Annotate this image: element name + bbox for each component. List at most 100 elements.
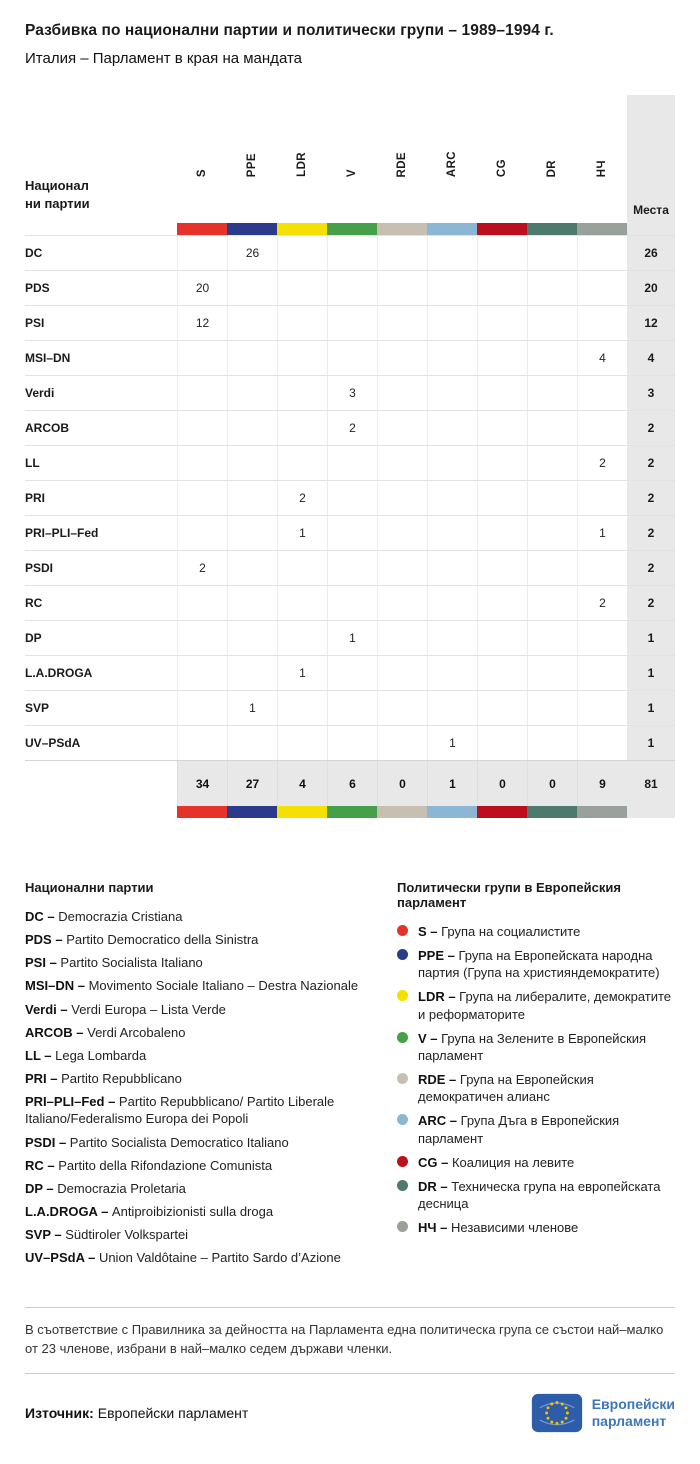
group-legend-text: LDR – Група на либералите, демократите и…: [418, 988, 675, 1022]
party-name: RC: [25, 596, 43, 610]
party-name: LL: [25, 456, 40, 470]
party-legend-item: PRI – Partito Repubblicano: [25, 1070, 381, 1087]
group-legend-item: PPE – Група на Европейската народна парт…: [397, 947, 675, 981]
cell-НЧ: 2: [577, 586, 627, 620]
group-description: Техническа група на европейската десница: [418, 1178, 661, 1212]
cell-CG: [477, 586, 527, 620]
group-legend-item: CG – Коалиция на левите: [397, 1154, 675, 1171]
party-code: PDS –: [25, 932, 67, 948]
cell-RDE: [377, 481, 427, 515]
cell-V: [327, 656, 377, 690]
group-description: Група на Европейската народна партия (Гр…: [418, 948, 660, 981]
cell-V: [327, 481, 377, 515]
group-color-dot: [397, 990, 408, 1002]
table-row: UV–PSdA 1 1: [25, 725, 675, 760]
group-legend-text: V – Група на Зелените в Европейския парл…: [418, 1030, 675, 1064]
group-color-strip-ARC: [427, 223, 477, 235]
group-column-header-НЧ: НЧ: [577, 95, 627, 223]
cell-ARC: [427, 656, 477, 690]
group-color-strip-НЧ: [577, 806, 627, 818]
party-legend-item: PRI–PLI–Fed – Partito Repubblicano/ Part…: [25, 1093, 381, 1127]
cell-ARC: [427, 516, 477, 550]
row-values: 20: [177, 271, 627, 305]
table-row: RC 2 2: [25, 585, 675, 620]
cell-PPE: [227, 271, 277, 305]
seats-column-header: Места: [627, 95, 675, 223]
group-column-label: DR: [546, 159, 558, 177]
cell-ARC: [427, 481, 477, 515]
cell-LDR: [277, 376, 327, 410]
eu-parliament-logo-text: Европейски парламент: [592, 1396, 675, 1430]
party-code: L.A.DROGA –: [25, 1204, 112, 1220]
group-column-header-S: S: [177, 95, 227, 223]
table-row: PRI–PLI–Fed 1 1 2: [25, 515, 675, 550]
party-legend-item: SVP – Südtiroler Volkspartei: [25, 1226, 381, 1243]
group-color-dot: [397, 949, 408, 961]
cell-PPE: [227, 516, 277, 550]
party-code: RC –: [25, 1157, 59, 1173]
party-legend-item: RC – Partito della Rifondazione Comunist…: [25, 1157, 381, 1174]
cell-DR: [527, 621, 577, 655]
totals-color-strips: [25, 806, 675, 818]
party-code: PSI –: [25, 955, 61, 971]
cell-CG: [477, 726, 527, 760]
cell-DR: [527, 376, 577, 410]
party-legend-item: ARCOB – Verdi Arcobaleno: [25, 1024, 381, 1041]
party-code: ARCOB –: [25, 1024, 88, 1040]
group-legend-text: CG – Коалиция на левите: [418, 1154, 574, 1171]
group-color-strip-НЧ: [577, 223, 627, 235]
cell-CG: [477, 481, 527, 515]
seats-value: 3: [627, 376, 675, 410]
total-LDR: 4: [277, 761, 327, 806]
cell-НЧ: 4: [577, 341, 627, 375]
party-name: PRI: [25, 491, 46, 505]
cell-S: [177, 236, 227, 270]
strip-spacer-bottom: [25, 806, 177, 818]
cell-ARC: [427, 306, 477, 340]
group-color-strip-CG: [477, 223, 527, 235]
totals-spacer: [25, 761, 177, 806]
cell-RDE: [377, 621, 427, 655]
cell-PPE: [227, 656, 277, 690]
cell-LDR: [277, 691, 327, 725]
group-color-dot: [397, 1114, 408, 1126]
table-row: DC 26 26: [25, 235, 675, 270]
group-color-dot: [397, 1221, 408, 1233]
cell-V: [327, 341, 377, 375]
cell-V: [327, 726, 377, 760]
cell-S: 2: [177, 551, 227, 585]
party-name: UV–PSdA: [25, 736, 81, 750]
cell-RDE: [377, 516, 427, 550]
table-header-row: Национални партии S PPE LDR V RDE ARC CG DR НЧ М…: [25, 95, 675, 223]
cell-НЧ: [577, 726, 627, 760]
party-code: DP –: [25, 1180, 58, 1196]
row-values: 2: [177, 411, 627, 445]
cell-LDR: [277, 586, 327, 620]
group-column-header-CG: CG: [477, 95, 527, 223]
group-column-label: LDR: [296, 152, 308, 177]
row-values: 2: [177, 481, 627, 515]
cell-НЧ: [577, 481, 627, 515]
cell-V: [327, 551, 377, 585]
row-values: 3: [177, 376, 627, 410]
seats-column-header-label: Места: [633, 203, 669, 217]
cell-DR: [527, 306, 577, 340]
cell-LDR: 1: [277, 516, 327, 550]
group-description: Коалиция на левите: [451, 1154, 575, 1170]
eu-parliament-logo: Европейски парламент: [531, 1392, 675, 1434]
cell-LDR: [277, 551, 327, 585]
group-color-strip-PPE: [227, 806, 277, 818]
cell-НЧ: [577, 376, 627, 410]
group-column-header-PPE: PPE: [227, 95, 277, 223]
cell-LDR: [277, 411, 327, 445]
cell-НЧ: [577, 621, 627, 655]
group-code: V –: [418, 1030, 442, 1046]
party-name: Verdi: [25, 386, 55, 400]
seats-value: 26: [627, 236, 675, 270]
cell-PPE: [227, 306, 277, 340]
seats-value: 2: [627, 411, 675, 445]
cell-LDR: 1: [277, 656, 327, 690]
party-legend-item: PDS – Partito Democratico della Sinistra: [25, 931, 381, 948]
group-color-strip-ARC: [427, 806, 477, 818]
group-code: НЧ –: [418, 1220, 451, 1236]
